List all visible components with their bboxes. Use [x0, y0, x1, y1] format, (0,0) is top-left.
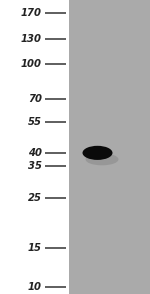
- Text: 70: 70: [28, 94, 42, 104]
- Text: 170: 170: [21, 8, 42, 18]
- Text: 10: 10: [28, 282, 42, 292]
- Bar: [69, 0, 150, 294]
- Text: 40: 40: [28, 148, 42, 158]
- Text: 15: 15: [28, 243, 42, 253]
- Text: 35: 35: [28, 161, 42, 171]
- Ellipse shape: [82, 146, 112, 160]
- Ellipse shape: [85, 153, 118, 165]
- Text: 25: 25: [28, 193, 42, 203]
- Text: 55: 55: [28, 117, 42, 127]
- Text: 130: 130: [21, 34, 42, 44]
- Text: 100: 100: [21, 59, 42, 69]
